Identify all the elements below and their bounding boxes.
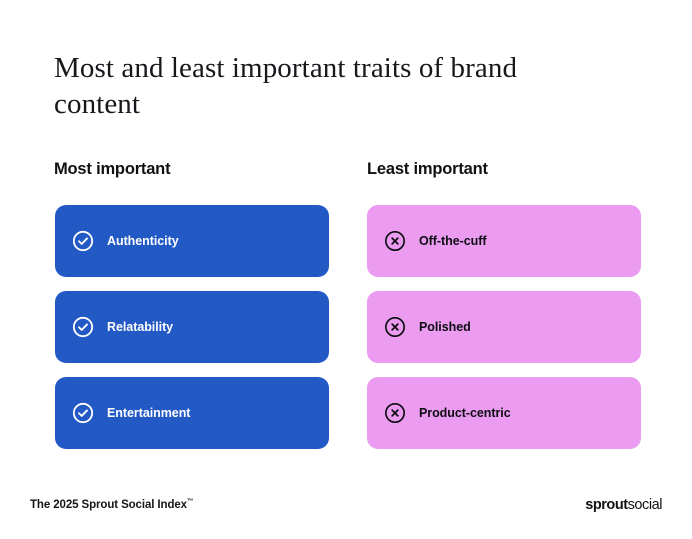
- trait-card-relatability[interactable]: Relatability: [55, 291, 329, 363]
- check-circle-icon: [72, 402, 94, 424]
- check-circle-icon: [72, 230, 94, 252]
- most-important-card-list: Authenticity Relatability Entertainment: [55, 205, 329, 449]
- x-circle-icon: [385, 231, 405, 251]
- trait-card-label: Polished: [419, 320, 471, 334]
- trait-card-product-centric[interactable]: Product-centric: [367, 377, 641, 449]
- column-heading-least-important: Least important: [367, 160, 488, 178]
- trait-card-off-the-cuff[interactable]: Off-the-cuff: [367, 205, 641, 277]
- trait-card-label: Product-centric: [419, 406, 511, 420]
- source-attribution-text: The 2025 Sprout Social Index: [30, 498, 187, 511]
- logo-word-sprout: sprout: [585, 497, 628, 513]
- column-heading-most-important: Most important: [54, 160, 171, 178]
- trait-card-label: Entertainment: [107, 406, 191, 420]
- page-title: Most and least important traits of brand…: [54, 52, 518, 120]
- sprout-social-logo: sproutsocial: [585, 497, 662, 513]
- trait-card-entertainment[interactable]: Entertainment: [55, 377, 329, 449]
- x-circle-icon: [385, 403, 405, 423]
- trait-card-authenticity[interactable]: Authenticity: [55, 205, 329, 277]
- check-circle-icon: [72, 316, 94, 338]
- trademark-symbol: ™: [186, 498, 194, 505]
- trait-card-label: Authenticity: [107, 234, 179, 248]
- trait-card-label: Relatability: [107, 320, 174, 334]
- logo-word-social: social: [627, 497, 663, 513]
- trait-card-polished[interactable]: Polished: [367, 291, 641, 363]
- x-circle-icon: [385, 317, 405, 337]
- source-attribution: The 2025 Sprout Social Index™: [30, 498, 193, 511]
- trait-card-label: Off-the-cuff: [419, 234, 487, 248]
- least-important-card-list: Off-the-cuff Polished Product-centric: [367, 205, 641, 449]
